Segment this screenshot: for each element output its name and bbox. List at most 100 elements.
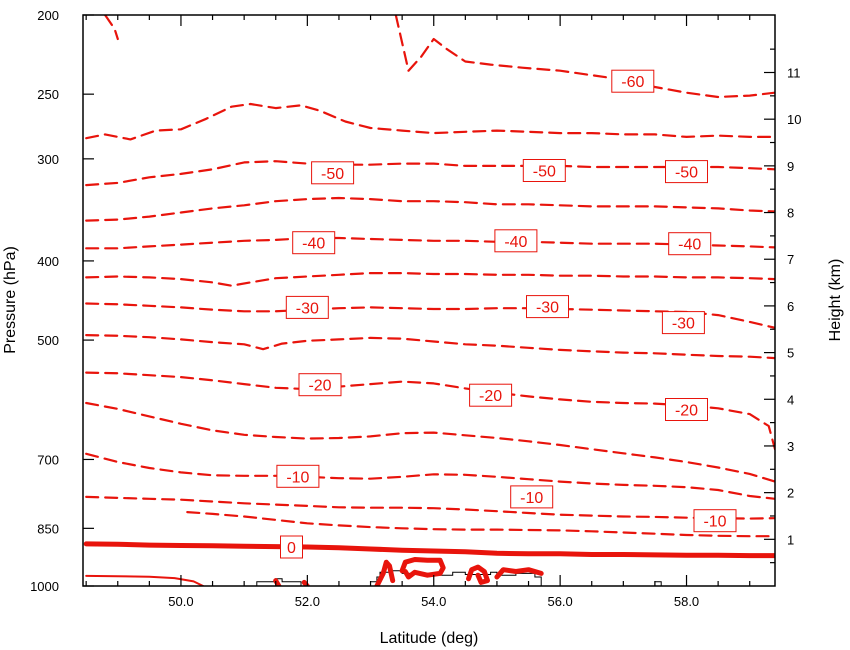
y2-tick-label: 8 bbox=[787, 206, 794, 221]
contour-label-value: -20 bbox=[675, 403, 698, 420]
contour-label-value: -40 bbox=[302, 236, 325, 253]
y2-tick-label: 9 bbox=[787, 159, 794, 174]
plot-frame bbox=[82, 14, 776, 587]
contour-label-value: -50 bbox=[533, 164, 556, 181]
contour-line-minus45 bbox=[85, 196, 775, 222]
x-tick-label: 58.0 bbox=[674, 594, 699, 609]
contour-label-value: -30 bbox=[536, 300, 559, 317]
contour-line-freezing bbox=[494, 567, 544, 580]
contour-line-freezing bbox=[399, 557, 446, 580]
contour-label: -10 bbox=[693, 509, 737, 533]
contour-label-box bbox=[311, 161, 355, 185]
y2-tick-label: 6 bbox=[787, 299, 794, 314]
contour-label: -30 bbox=[661, 311, 705, 335]
contour-label: -60 bbox=[611, 69, 655, 93]
contour-line-5 bbox=[186, 510, 775, 538]
contour-label-box bbox=[522, 159, 566, 182]
x-tick-label: 54.0 bbox=[421, 594, 446, 609]
contour-label-value: -40 bbox=[504, 234, 527, 251]
contour-label-box bbox=[510, 485, 554, 509]
contour-label: -10 bbox=[276, 464, 320, 488]
contour-labels: -60 -50 -50 -50 -40 -40 -40 -30 -30 -30 -20 -20 -20 -… bbox=[276, 69, 737, 559]
x-tick-label: 56.0 bbox=[547, 594, 572, 609]
y2-tick-label: 11 bbox=[787, 65, 801, 80]
contour-line-minus15 bbox=[85, 401, 775, 483]
contour-line-freezing bbox=[466, 564, 490, 585]
contour-label-value: -10 bbox=[286, 469, 309, 486]
y-tick-label: 500 bbox=[37, 333, 59, 348]
contour-line-minus5 bbox=[85, 495, 775, 520]
contour-label-value: -30 bbox=[296, 300, 319, 317]
contour-label-value: -40 bbox=[678, 237, 701, 254]
contour-label-box bbox=[298, 373, 342, 397]
y-tick-label: 300 bbox=[37, 152, 59, 167]
contour-label-box bbox=[276, 464, 320, 488]
y2-tick-label: 4 bbox=[787, 392, 794, 407]
x-axis-title: Latitude (deg) bbox=[380, 630, 479, 647]
contour-label-value: -50 bbox=[321, 166, 344, 183]
contour-label-box bbox=[469, 383, 513, 407]
y2-tick-label: 10 bbox=[787, 112, 801, 127]
contour-label: 0 bbox=[280, 535, 303, 559]
contour-label-value: -30 bbox=[672, 316, 695, 333]
contour-label-box bbox=[292, 231, 336, 255]
contour-line-minus55 bbox=[85, 102, 775, 141]
temperature-contours bbox=[83, 15, 775, 586]
contour-label-box bbox=[280, 535, 303, 559]
contour-label-value: -60 bbox=[621, 74, 644, 91]
contour-line-positive bbox=[85, 574, 205, 586]
contour-label: -40 bbox=[292, 231, 336, 255]
contour-label: -40 bbox=[668, 232, 712, 256]
contour-line-minus35 bbox=[85, 272, 775, 287]
contour-label: -10 bbox=[510, 485, 554, 509]
y2-tick-label: 1 bbox=[787, 532, 794, 547]
y2-axis-title: Height (km) bbox=[827, 259, 844, 342]
contour-label-box bbox=[526, 295, 569, 319]
contour-line-freezing bbox=[374, 559, 396, 586]
contour-label-value: 0 bbox=[287, 540, 296, 557]
contour-label: -50 bbox=[522, 159, 566, 182]
contour-label-box bbox=[494, 229, 538, 253]
contour-label-box bbox=[693, 509, 737, 533]
y-tick-label: 250 bbox=[37, 87, 59, 102]
y2-tick-label: 5 bbox=[787, 346, 794, 361]
contour-label: -50 bbox=[665, 160, 708, 184]
contour-label-value: -20 bbox=[308, 378, 331, 395]
y-tick-label: 850 bbox=[37, 521, 59, 536]
contour-label-box bbox=[668, 232, 712, 256]
contour-label-value: -10 bbox=[703, 514, 726, 531]
contour-label: -40 bbox=[494, 229, 538, 253]
contour-label-value: -10 bbox=[520, 490, 543, 507]
contour-line-freezing bbox=[83, 541, 775, 559]
y-axis-title: Pressure (hPa) bbox=[2, 246, 19, 354]
contour-label: -20 bbox=[298, 373, 342, 397]
contour-label: -30 bbox=[526, 295, 569, 319]
contour-line-minus60 bbox=[394, 15, 775, 99]
contour-label-box bbox=[285, 295, 329, 319]
contour-label-box bbox=[665, 398, 708, 421]
contour-label-box bbox=[665, 160, 708, 184]
y2-tick-label: 2 bbox=[787, 486, 794, 501]
y2-tick-label: 7 bbox=[787, 252, 794, 267]
contour-label: -50 bbox=[311, 161, 355, 185]
y-tick-label: 200 bbox=[37, 8, 59, 23]
contour-line-minus65 bbox=[103, 15, 119, 41]
contour-label: -20 bbox=[665, 398, 708, 421]
contour-label: -20 bbox=[469, 383, 513, 407]
x-tick-label: 50.0 bbox=[168, 594, 193, 609]
terrain-line bbox=[256, 570, 662, 586]
contour-label-value: -50 bbox=[675, 165, 698, 182]
y-tick-label: 1000 bbox=[30, 579, 59, 594]
y-tick-label: 700 bbox=[37, 452, 59, 467]
contour-label-value: -20 bbox=[479, 388, 502, 405]
y-tick-label: 400 bbox=[37, 254, 59, 269]
y2-tick-label: 3 bbox=[787, 439, 794, 454]
contour-label: -30 bbox=[285, 295, 329, 319]
contour-line-minus25 bbox=[85, 334, 775, 360]
contour-label-box bbox=[611, 69, 655, 93]
x-tick-label: 52.0 bbox=[295, 594, 320, 609]
contour-label-box bbox=[661, 311, 705, 335]
contour-line-minus40 bbox=[85, 236, 775, 250]
terrain-outline bbox=[256, 570, 662, 586]
